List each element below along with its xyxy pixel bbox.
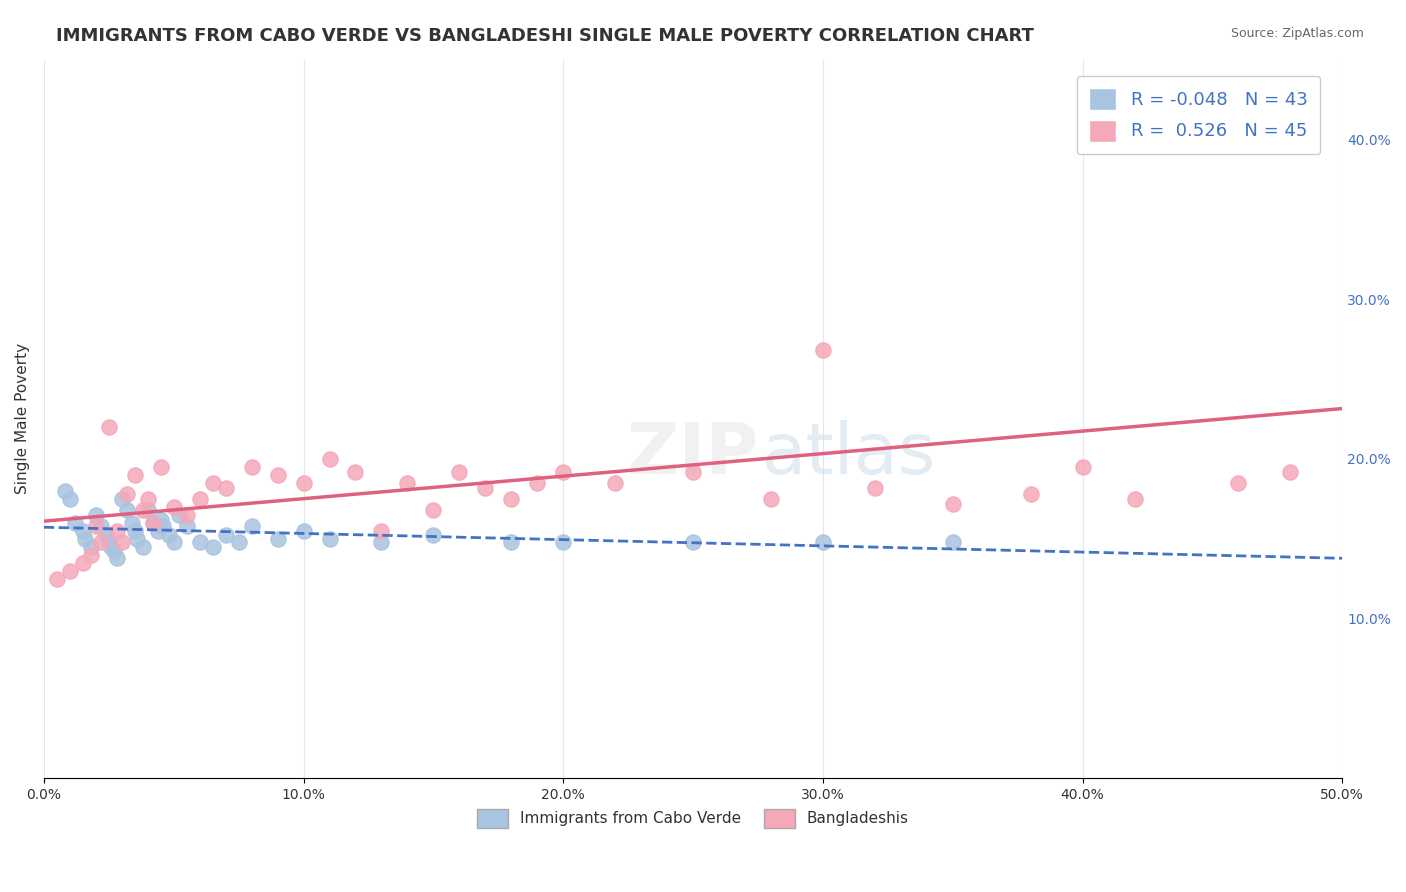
Point — [105, 550, 128, 565]
Point — [422, 528, 444, 542]
Point — [188, 491, 211, 506]
Point — [811, 343, 834, 358]
Point — [53, 483, 76, 498]
Point — [131, 540, 153, 554]
Point — [501, 534, 523, 549]
Legend: Immigrants from Cabo Verde, Bangladeshis: Immigrants from Cabo Verde, Bangladeshis — [470, 801, 917, 835]
Point — [142, 516, 165, 530]
Point — [1279, 465, 1302, 479]
Point — [115, 503, 138, 517]
Point — [266, 532, 288, 546]
Point — [136, 503, 159, 517]
Point — [100, 540, 122, 554]
Point — [449, 465, 471, 479]
Point — [214, 528, 236, 542]
Point — [942, 534, 965, 549]
Point — [188, 534, 211, 549]
Y-axis label: Single Male Poverty: Single Male Poverty — [15, 343, 30, 494]
Point — [167, 508, 190, 522]
Point — [84, 508, 107, 522]
Point — [240, 519, 263, 533]
Point — [79, 540, 101, 554]
Point — [124, 467, 146, 482]
Point — [75, 532, 97, 546]
Point — [214, 481, 236, 495]
Point — [292, 524, 315, 538]
Point — [1227, 475, 1250, 490]
Point — [344, 465, 367, 479]
Point — [1071, 459, 1094, 474]
Point — [146, 524, 169, 538]
Point — [228, 534, 250, 549]
Point — [240, 459, 263, 474]
Point — [292, 475, 315, 490]
Point — [176, 508, 198, 522]
Point — [152, 519, 174, 533]
Point — [131, 503, 153, 517]
Point — [759, 491, 782, 506]
Point — [103, 544, 125, 558]
Point — [474, 481, 496, 495]
Point — [149, 459, 172, 474]
Point — [72, 524, 94, 538]
Point — [121, 516, 143, 530]
Point — [124, 524, 146, 538]
Point — [370, 534, 392, 549]
Text: ZIP: ZIP — [627, 420, 759, 490]
Point — [396, 475, 419, 490]
Point — [176, 519, 198, 533]
Point — [127, 532, 149, 546]
Point — [96, 528, 118, 542]
Point — [863, 481, 886, 495]
Text: atlas: atlas — [762, 420, 936, 490]
Point — [79, 548, 101, 562]
Point — [111, 534, 134, 549]
Point — [149, 512, 172, 526]
Point — [63, 516, 86, 530]
Point — [72, 556, 94, 570]
Point — [682, 465, 704, 479]
Point — [157, 528, 180, 542]
Point — [811, 534, 834, 549]
Point — [59, 564, 82, 578]
Point — [115, 487, 138, 501]
Point — [201, 540, 224, 554]
Text: IMMIGRANTS FROM CABO VERDE VS BANGLADESHI SINGLE MALE POVERTY CORRELATION CHART: IMMIGRANTS FROM CABO VERDE VS BANGLADESH… — [56, 27, 1035, 45]
Point — [201, 475, 224, 490]
Point — [45, 572, 67, 586]
Point — [318, 451, 340, 466]
Point — [553, 465, 575, 479]
Point — [84, 519, 107, 533]
Point — [90, 534, 112, 549]
Point — [142, 516, 165, 530]
Point — [1201, 116, 1223, 130]
Point — [370, 524, 392, 538]
Text: Source: ZipAtlas.com: Source: ZipAtlas.com — [1230, 27, 1364, 40]
Point — [942, 497, 965, 511]
Point — [1019, 487, 1042, 501]
Point — [97, 534, 120, 549]
Point — [136, 491, 159, 506]
Point — [266, 467, 288, 482]
Point — [605, 475, 627, 490]
Point — [163, 500, 186, 514]
Point — [111, 491, 134, 506]
Point — [318, 532, 340, 546]
Point — [163, 534, 186, 549]
Point — [682, 534, 704, 549]
Point — [105, 524, 128, 538]
Point — [97, 420, 120, 434]
Point — [90, 519, 112, 533]
Point — [553, 534, 575, 549]
Point — [526, 475, 548, 490]
Point — [59, 491, 82, 506]
Point — [501, 491, 523, 506]
Point — [1123, 491, 1146, 506]
Point — [422, 503, 444, 517]
